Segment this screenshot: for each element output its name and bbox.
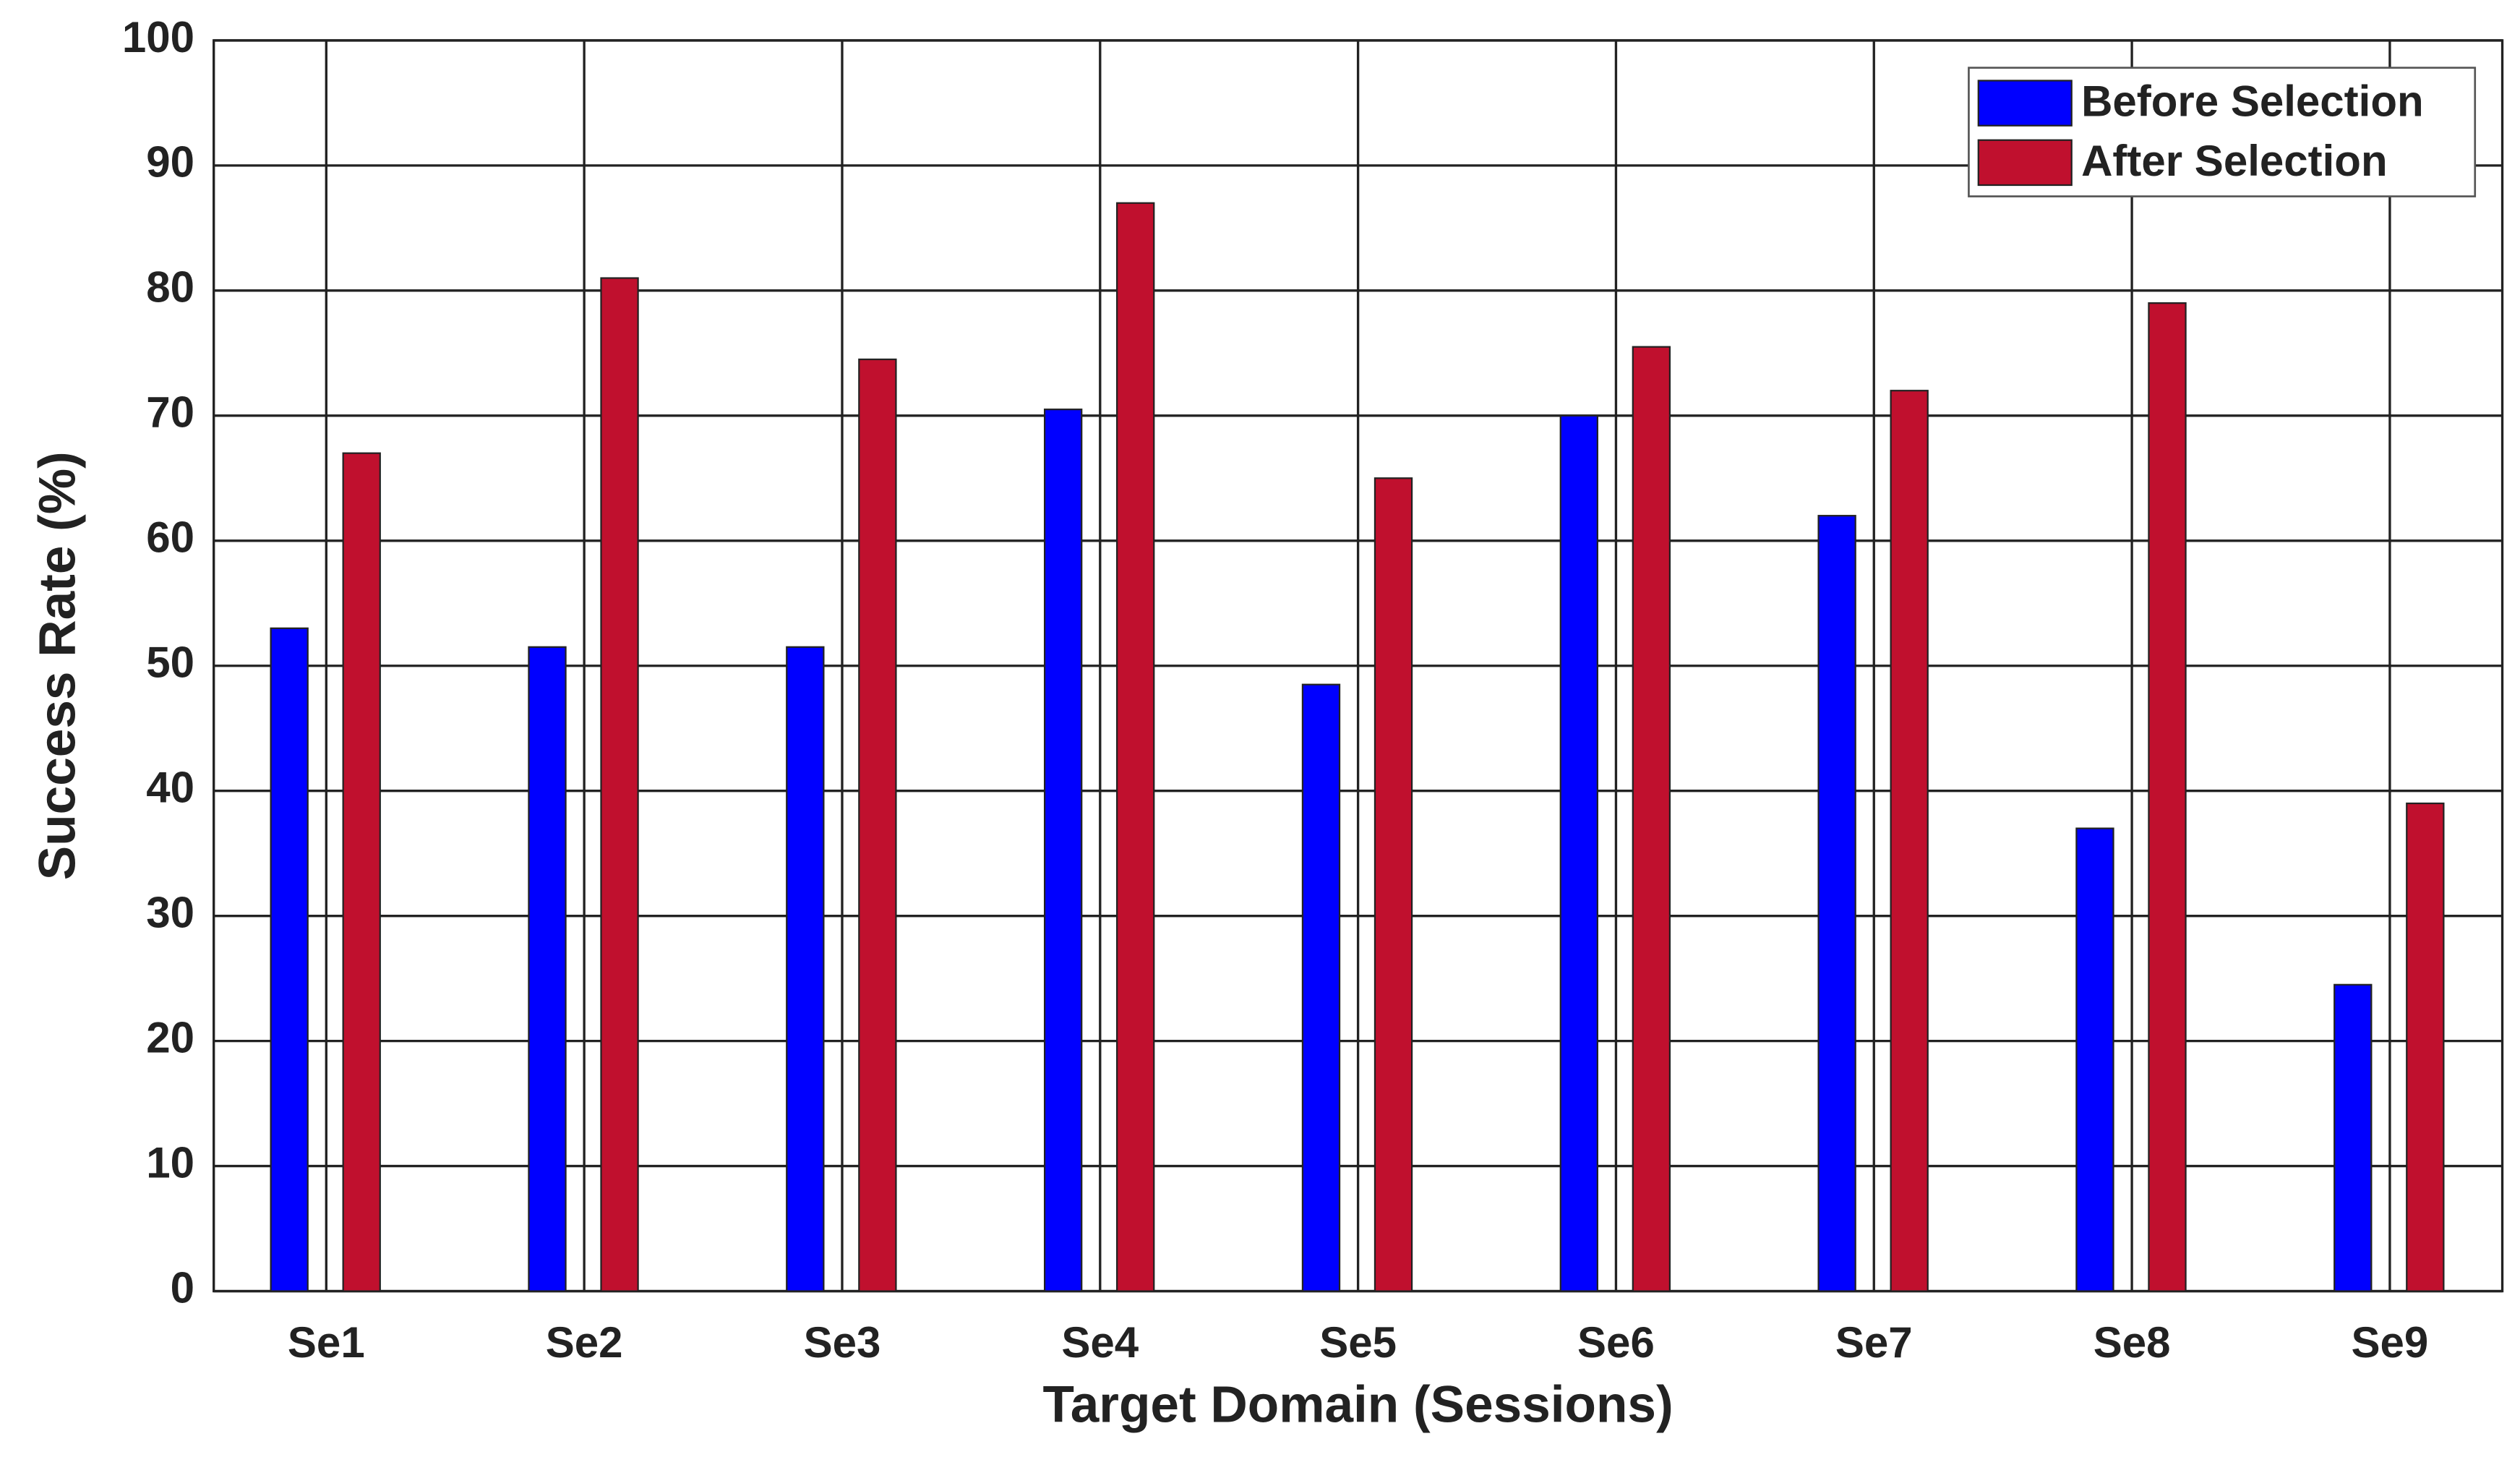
y-tick-label: 60 <box>146 513 194 562</box>
y-tick-label: 30 <box>146 889 194 937</box>
bar <box>342 452 381 1292</box>
x-tick-label: Se4 <box>1061 1318 1139 1367</box>
bar <box>1817 515 1856 1292</box>
bar <box>1373 477 1413 1292</box>
bar <box>2148 302 2187 1292</box>
legend-label: Before Selection <box>2081 77 2424 126</box>
x-tick-label: Se7 <box>1835 1318 1913 1367</box>
x-axis-label: Target Domain (Sessions) <box>1043 1377 1673 1434</box>
y-tick-label: 100 <box>122 13 194 61</box>
bar <box>1890 390 1929 1292</box>
x-tick-label: Se9 <box>2352 1318 2429 1367</box>
bar <box>2333 983 2373 1292</box>
bar <box>1559 414 1598 1292</box>
bar <box>1301 683 1341 1292</box>
bar <box>1116 202 1155 1292</box>
bar <box>2075 827 2114 1292</box>
x-tick-label: Se6 <box>1577 1318 1655 1367</box>
bar <box>1043 409 1083 1292</box>
y-tick-label: 90 <box>146 138 194 187</box>
bar <box>2406 802 2445 1292</box>
y-axis-label: Success Rate (%) <box>29 451 86 880</box>
y-tick-label: 10 <box>146 1138 194 1187</box>
y-tick-label: 20 <box>146 1013 194 1062</box>
x-tick-label: Se5 <box>1319 1318 1397 1367</box>
bar <box>528 646 567 1292</box>
x-tick-label: Se2 <box>546 1318 623 1367</box>
x-tick-label: Se8 <box>2093 1318 2171 1367</box>
y-tick-label: 80 <box>146 263 194 312</box>
bar <box>786 646 825 1292</box>
legend-swatch <box>1977 80 2073 127</box>
bar <box>270 627 309 1292</box>
x-tick-label: Se3 <box>804 1318 881 1367</box>
y-tick-label: 0 <box>171 1263 194 1312</box>
bar <box>858 358 897 1292</box>
legend-label: After Selection <box>2081 137 2388 185</box>
plot-frame <box>213 39 2504 1293</box>
bar <box>600 277 639 1292</box>
legend-swatch <box>1977 139 2073 187</box>
x-tick-label: Se1 <box>288 1318 365 1367</box>
bar <box>1632 346 1671 1292</box>
y-tick-label: 50 <box>146 638 194 687</box>
y-tick-label: 40 <box>146 764 194 812</box>
y-tick-label: 70 <box>146 388 194 437</box>
